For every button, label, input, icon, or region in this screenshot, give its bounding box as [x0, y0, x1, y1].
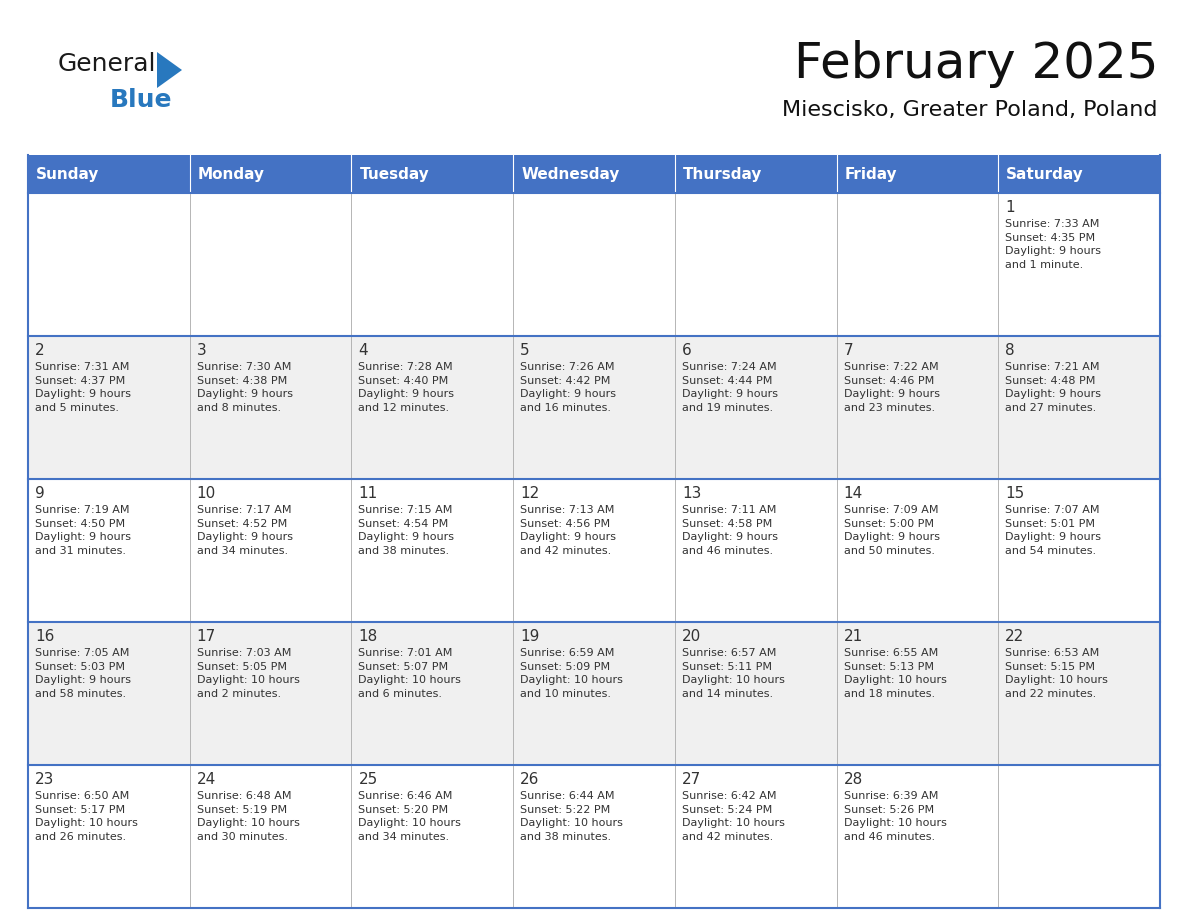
Text: 24: 24 — [197, 772, 216, 787]
Text: 8: 8 — [1005, 343, 1015, 358]
Text: 15: 15 — [1005, 486, 1024, 501]
Text: 22: 22 — [1005, 629, 1024, 644]
Text: Sunrise: 6:48 AM
Sunset: 5:19 PM
Daylight: 10 hours
and 30 minutes.: Sunrise: 6:48 AM Sunset: 5:19 PM Dayligh… — [197, 791, 299, 842]
Bar — [29, 479, 1159, 622]
Text: 9: 9 — [34, 486, 45, 501]
Text: Wednesday: Wednesday — [522, 166, 619, 182]
Text: Sunrise: 6:42 AM
Sunset: 5:24 PM
Daylight: 10 hours
and 42 minutes.: Sunrise: 6:42 AM Sunset: 5:24 PM Dayligh… — [682, 791, 785, 842]
Text: 28: 28 — [843, 772, 862, 787]
Text: 18: 18 — [359, 629, 378, 644]
Text: 26: 26 — [520, 772, 539, 787]
Text: 21: 21 — [843, 629, 862, 644]
Text: Sunrise: 7:05 AM
Sunset: 5:03 PM
Daylight: 9 hours
and 58 minutes.: Sunrise: 7:05 AM Sunset: 5:03 PM Dayligh… — [34, 648, 131, 699]
Text: 13: 13 — [682, 486, 701, 501]
Bar — [513, 155, 675, 193]
Text: Sunrise: 7:30 AM
Sunset: 4:38 PM
Daylight: 9 hours
and 8 minutes.: Sunrise: 7:30 AM Sunset: 4:38 PM Dayligh… — [197, 362, 292, 413]
Bar — [29, 765, 1159, 908]
Bar — [998, 155, 1159, 193]
Bar — [29, 155, 190, 193]
Text: Friday: Friday — [845, 166, 897, 182]
Bar — [352, 155, 513, 193]
Text: Sunrise: 7:01 AM
Sunset: 5:07 PM
Daylight: 10 hours
and 6 minutes.: Sunrise: 7:01 AM Sunset: 5:07 PM Dayligh… — [359, 648, 461, 699]
Polygon shape — [157, 52, 182, 88]
Text: 1: 1 — [1005, 200, 1015, 215]
Bar — [836, 155, 998, 193]
Text: Sunrise: 7:09 AM
Sunset: 5:00 PM
Daylight: 9 hours
and 50 minutes.: Sunrise: 7:09 AM Sunset: 5:00 PM Dayligh… — [843, 505, 940, 555]
Text: 23: 23 — [34, 772, 55, 787]
Text: 7: 7 — [843, 343, 853, 358]
Text: Sunrise: 7:11 AM
Sunset: 4:58 PM
Daylight: 9 hours
and 46 minutes.: Sunrise: 7:11 AM Sunset: 4:58 PM Dayligh… — [682, 505, 778, 555]
Bar — [675, 155, 836, 193]
Text: 14: 14 — [843, 486, 862, 501]
Text: General: General — [58, 52, 157, 76]
Text: Sunrise: 6:55 AM
Sunset: 5:13 PM
Daylight: 10 hours
and 18 minutes.: Sunrise: 6:55 AM Sunset: 5:13 PM Dayligh… — [843, 648, 947, 699]
Text: Sunrise: 7:03 AM
Sunset: 5:05 PM
Daylight: 10 hours
and 2 minutes.: Sunrise: 7:03 AM Sunset: 5:05 PM Dayligh… — [197, 648, 299, 699]
Text: Tuesday: Tuesday — [360, 166, 429, 182]
Text: Sunrise: 6:44 AM
Sunset: 5:22 PM
Daylight: 10 hours
and 38 minutes.: Sunrise: 6:44 AM Sunset: 5:22 PM Dayligh… — [520, 791, 623, 842]
Text: 17: 17 — [197, 629, 216, 644]
Text: Blue: Blue — [110, 88, 172, 112]
Text: Sunrise: 7:19 AM
Sunset: 4:50 PM
Daylight: 9 hours
and 31 minutes.: Sunrise: 7:19 AM Sunset: 4:50 PM Dayligh… — [34, 505, 131, 555]
Text: Sunrise: 6:57 AM
Sunset: 5:11 PM
Daylight: 10 hours
and 14 minutes.: Sunrise: 6:57 AM Sunset: 5:11 PM Dayligh… — [682, 648, 785, 699]
Text: 19: 19 — [520, 629, 539, 644]
Bar — [29, 622, 1159, 765]
Text: Sunrise: 6:59 AM
Sunset: 5:09 PM
Daylight: 10 hours
and 10 minutes.: Sunrise: 6:59 AM Sunset: 5:09 PM Dayligh… — [520, 648, 623, 699]
Text: 5: 5 — [520, 343, 530, 358]
Text: Sunrise: 6:50 AM
Sunset: 5:17 PM
Daylight: 10 hours
and 26 minutes.: Sunrise: 6:50 AM Sunset: 5:17 PM Dayligh… — [34, 791, 138, 842]
Text: Monday: Monday — [197, 166, 265, 182]
Text: 27: 27 — [682, 772, 701, 787]
Text: 3: 3 — [197, 343, 207, 358]
Text: 4: 4 — [359, 343, 368, 358]
Text: Sunrise: 7:21 AM
Sunset: 4:48 PM
Daylight: 9 hours
and 27 minutes.: Sunrise: 7:21 AM Sunset: 4:48 PM Dayligh… — [1005, 362, 1101, 413]
Text: Sunrise: 7:28 AM
Sunset: 4:40 PM
Daylight: 9 hours
and 12 minutes.: Sunrise: 7:28 AM Sunset: 4:40 PM Dayligh… — [359, 362, 455, 413]
Text: Sunrise: 7:13 AM
Sunset: 4:56 PM
Daylight: 9 hours
and 42 minutes.: Sunrise: 7:13 AM Sunset: 4:56 PM Dayligh… — [520, 505, 617, 555]
Text: Sunrise: 7:15 AM
Sunset: 4:54 PM
Daylight: 9 hours
and 38 minutes.: Sunrise: 7:15 AM Sunset: 4:54 PM Dayligh… — [359, 505, 455, 555]
Text: Sunrise: 7:26 AM
Sunset: 4:42 PM
Daylight: 9 hours
and 16 minutes.: Sunrise: 7:26 AM Sunset: 4:42 PM Dayligh… — [520, 362, 617, 413]
Text: 2: 2 — [34, 343, 45, 358]
Text: Sunrise: 7:24 AM
Sunset: 4:44 PM
Daylight: 9 hours
and 19 minutes.: Sunrise: 7:24 AM Sunset: 4:44 PM Dayligh… — [682, 362, 778, 413]
Text: 6: 6 — [682, 343, 691, 358]
Text: 25: 25 — [359, 772, 378, 787]
Bar — [29, 193, 1159, 336]
Text: February 2025: February 2025 — [794, 40, 1158, 88]
Text: 11: 11 — [359, 486, 378, 501]
Text: 10: 10 — [197, 486, 216, 501]
Text: Sunrise: 6:46 AM
Sunset: 5:20 PM
Daylight: 10 hours
and 34 minutes.: Sunrise: 6:46 AM Sunset: 5:20 PM Dayligh… — [359, 791, 461, 842]
Text: Sunrise: 7:33 AM
Sunset: 4:35 PM
Daylight: 9 hours
and 1 minute.: Sunrise: 7:33 AM Sunset: 4:35 PM Dayligh… — [1005, 219, 1101, 270]
Bar — [190, 155, 352, 193]
Text: 16: 16 — [34, 629, 55, 644]
Text: Sunrise: 7:31 AM
Sunset: 4:37 PM
Daylight: 9 hours
and 5 minutes.: Sunrise: 7:31 AM Sunset: 4:37 PM Dayligh… — [34, 362, 131, 413]
Text: Miescisko, Greater Poland, Poland: Miescisko, Greater Poland, Poland — [783, 100, 1158, 120]
Text: Sunrise: 7:07 AM
Sunset: 5:01 PM
Daylight: 9 hours
and 54 minutes.: Sunrise: 7:07 AM Sunset: 5:01 PM Dayligh… — [1005, 505, 1101, 555]
Text: 12: 12 — [520, 486, 539, 501]
Bar — [29, 336, 1159, 479]
Text: Sunrise: 7:17 AM
Sunset: 4:52 PM
Daylight: 9 hours
and 34 minutes.: Sunrise: 7:17 AM Sunset: 4:52 PM Dayligh… — [197, 505, 292, 555]
Text: Thursday: Thursday — [683, 166, 763, 182]
Text: Sunrise: 6:53 AM
Sunset: 5:15 PM
Daylight: 10 hours
and 22 minutes.: Sunrise: 6:53 AM Sunset: 5:15 PM Dayligh… — [1005, 648, 1108, 699]
Text: Saturday: Saturday — [1006, 166, 1083, 182]
Text: Sunrise: 6:39 AM
Sunset: 5:26 PM
Daylight: 10 hours
and 46 minutes.: Sunrise: 6:39 AM Sunset: 5:26 PM Dayligh… — [843, 791, 947, 842]
Text: 20: 20 — [682, 629, 701, 644]
Text: Sunrise: 7:22 AM
Sunset: 4:46 PM
Daylight: 9 hours
and 23 minutes.: Sunrise: 7:22 AM Sunset: 4:46 PM Dayligh… — [843, 362, 940, 413]
Text: Sunday: Sunday — [36, 166, 100, 182]
